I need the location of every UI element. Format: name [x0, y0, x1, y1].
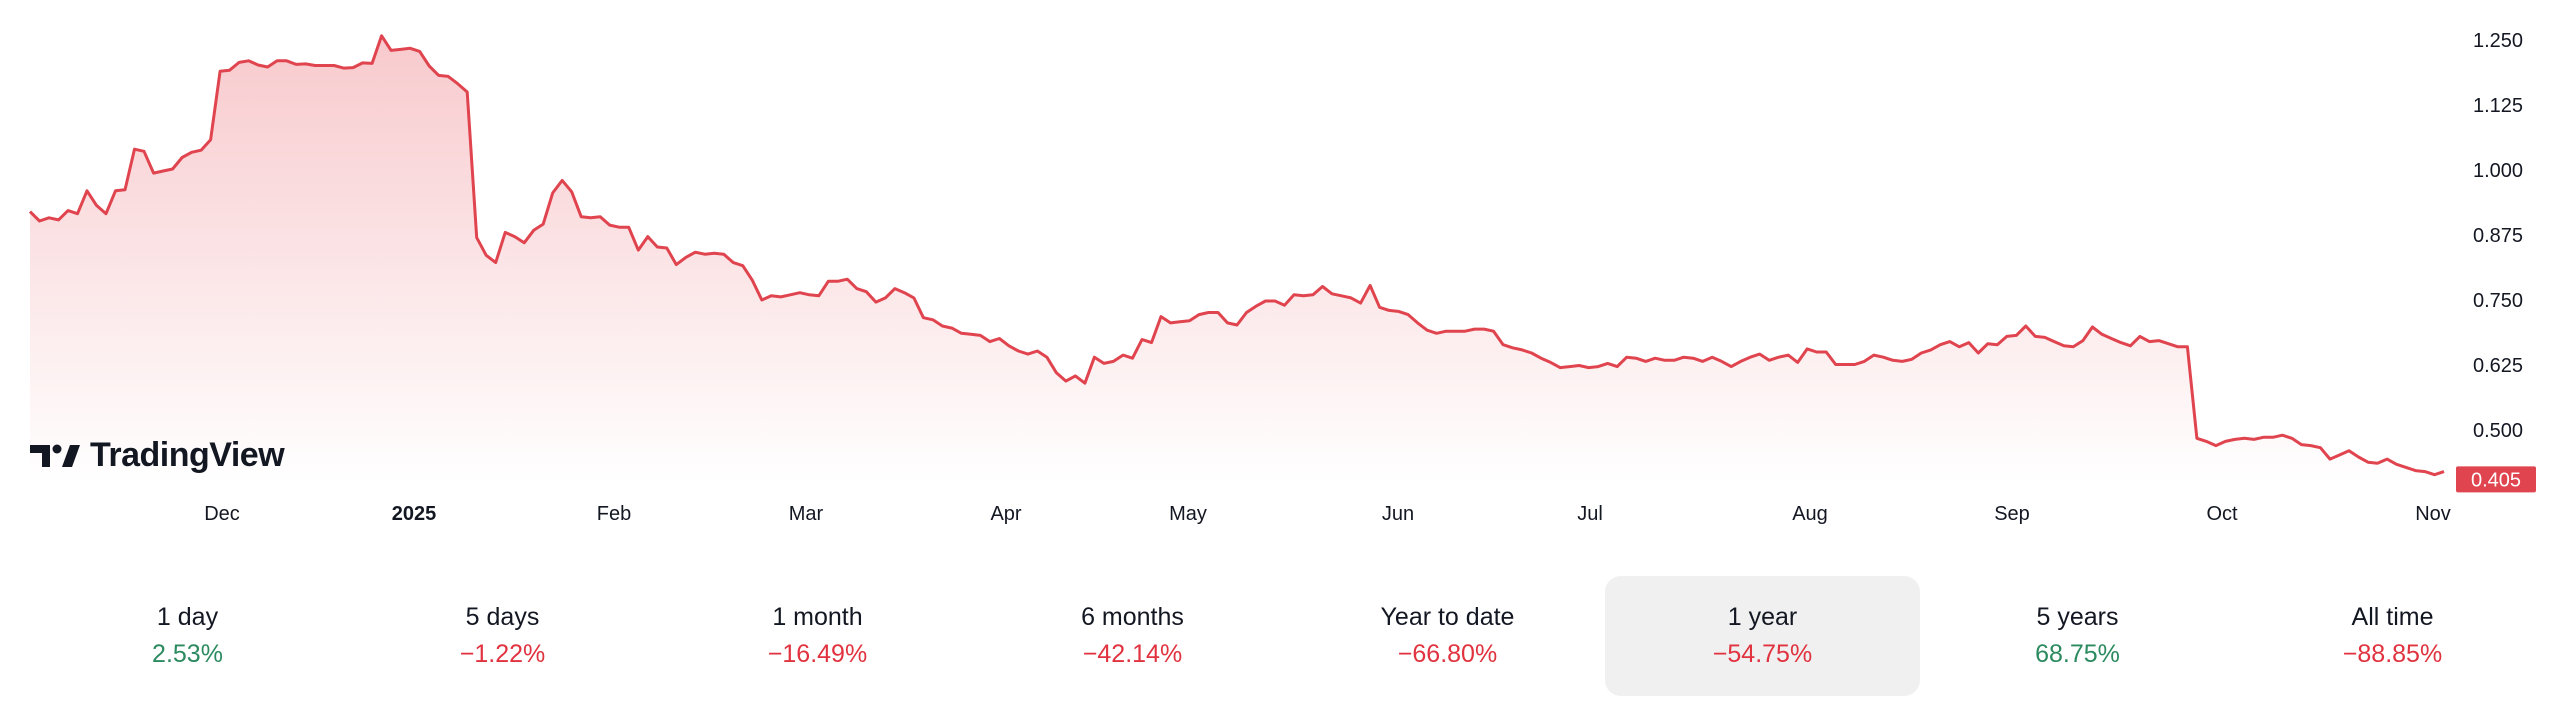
- period-all-time[interactable]: All time −88.85%: [2235, 576, 2550, 696]
- period-1-year[interactable]: 1 year −54.75%: [1605, 576, 1920, 696]
- x-tick-label: Aug: [1792, 503, 1828, 525]
- period-5-days[interactable]: 5 days −1.22%: [345, 576, 660, 696]
- period-label: 1 year: [1727, 603, 1798, 631]
- period-change: −16.49%: [767, 640, 868, 668]
- period-label: All time: [2351, 603, 2434, 631]
- period-change: 2.53%: [152, 640, 223, 668]
- x-axis: Dec 2025 Feb Mar Apr May Jun Jul Aug Sep Oct Nov: [204, 503, 2451, 525]
- period-6-months[interactable]: 6 months −42.14%: [975, 576, 1290, 696]
- tradingview-logo[interactable]: TradingView: [30, 436, 285, 475]
- period-change: −1.22%: [459, 640, 546, 668]
- x-tick-label: May: [1169, 503, 1207, 525]
- y-axis: 1.250 1.125 1.000 0.875 0.750 0.625 0.500: [2473, 30, 2523, 442]
- period-label: 1 month: [772, 603, 863, 631]
- x-tick-label: Dec: [204, 503, 240, 525]
- y-tick-label: 1.000: [2473, 160, 2523, 182]
- last-price-tag-bg: [2456, 466, 2536, 493]
- last-price-tag: 0.405: [2456, 466, 2536, 493]
- period-change: −42.14%: [1082, 640, 1183, 668]
- period-label: Year to date: [1380, 603, 1515, 631]
- period-change: −54.75%: [1712, 640, 1813, 668]
- x-tick-label: Nov: [2415, 503, 2451, 525]
- period-selector: 1 day 2.53% 5 days −1.22% 1 month −16.49…: [30, 576, 2550, 696]
- period-change: −66.80%: [1397, 640, 1498, 668]
- period-change: −88.85%: [2342, 640, 2443, 668]
- tradingview-logo-text: TradingView: [90, 436, 285, 474]
- x-tick-label: Oct: [2206, 503, 2238, 525]
- period-label: 5 days: [465, 603, 540, 631]
- period-5-years[interactable]: 5 years 68.75%: [1920, 576, 2235, 696]
- y-tick-label: 1.250: [2473, 30, 2523, 52]
- period-label: 5 years: [2036, 603, 2119, 631]
- y-tick-label: 0.875: [2473, 225, 2523, 247]
- price-line: [28, 34, 2445, 477]
- period-change: 68.75%: [2035, 640, 2120, 668]
- x-tick-label: Mar: [789, 503, 824, 525]
- x-tick-label: Feb: [597, 503, 631, 525]
- y-tick-label: 0.750: [2473, 290, 2523, 312]
- period-year-to-date[interactable]: Year to date −66.80%: [1290, 576, 1605, 696]
- x-tick-label: Jul: [1577, 503, 1603, 525]
- y-tick-label: 0.625: [2473, 355, 2523, 377]
- period-1-month[interactable]: 1 month −16.49%: [660, 576, 975, 696]
- x-tick-label: Jun: [1382, 503, 1414, 525]
- period-label: 1 day: [156, 603, 219, 631]
- period-label: 6 months: [1081, 603, 1184, 631]
- y-tick-label: 1.125: [2473, 95, 2523, 117]
- last-price-value: 0.405: [2471, 469, 2521, 491]
- period-1-day[interactable]: 1 day 2.53%: [30, 576, 345, 696]
- x-tick-label: Sep: [1994, 503, 2030, 525]
- price-area-fill: [30, 35, 2444, 485]
- price-chart[interactable]: 1.250 1.125 1.000 0.875 0.750 0.625 0.500 Dec 2…: [0, 0, 2560, 540]
- x-tick-label: 2025: [392, 503, 437, 525]
- x-tick-label: Apr: [990, 503, 1021, 525]
- y-tick-label: 0.500: [2473, 420, 2523, 442]
- tradingview-logo-icon: [30, 444, 80, 467]
